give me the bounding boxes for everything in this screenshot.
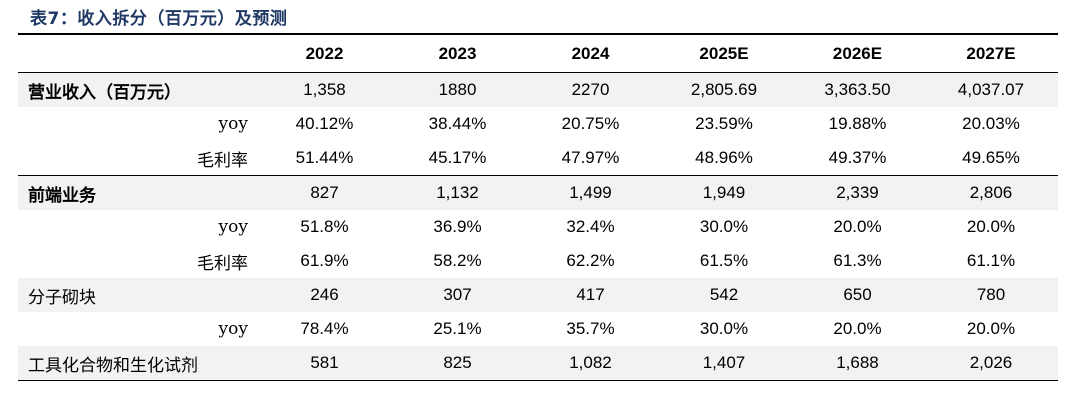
table-cell: 1880: [391, 73, 524, 108]
table-cell: 23.59%: [657, 107, 791, 141]
row-label: yoy: [18, 210, 258, 244]
row-label: 前端业务: [18, 176, 258, 211]
table-cell: 1,358: [258, 73, 391, 108]
table-cell: 1,949: [657, 176, 791, 211]
row-label: 毛利率: [18, 244, 258, 278]
table-cell: 2270: [524, 73, 657, 108]
row-label: 工具化合物和生化试剂: [18, 346, 258, 381]
table-row-total-revenue: 营业收入（百万元） 1,358 1880 2270 2,805.69 3,363…: [18, 73, 1058, 108]
table-cell: 20.03%: [924, 107, 1058, 141]
table-cell: 38.44%: [391, 107, 524, 141]
column-header-2022: 2022: [258, 36, 391, 73]
table-cell: 1,688: [791, 346, 924, 381]
table-cell: 3,363.50: [791, 73, 924, 108]
table-row-frontend-gross-margin: 毛利率 61.9% 58.2% 62.2% 61.5% 61.3% 61.1%: [18, 244, 1058, 278]
column-header-2023: 2023: [391, 36, 524, 73]
table-row-molecular-building-blocks: 分子砌块 246 307 417 542 650 780: [18, 278, 1058, 312]
table-cell: 78.4%: [258, 312, 391, 346]
table-cell: 2,806: [924, 176, 1058, 211]
table-cell: 20.75%: [524, 107, 657, 141]
table-row-tool-compounds-reagents: 工具化合物和生化试剂 581 825 1,082 1,407 1,688 2,0…: [18, 346, 1058, 381]
header-blank: [18, 36, 258, 73]
table-cell: 48.96%: [657, 141, 791, 176]
table-cell: 25.1%: [391, 312, 524, 346]
table-cell: 1,132: [391, 176, 524, 211]
header-row: 2022 2023 2024 2025E 2026E 2027E: [18, 36, 1058, 73]
table-row-total-gross-margin: 毛利率 51.44% 45.17% 47.97% 48.96% 49.37% 4…: [18, 141, 1058, 176]
table-cell: 827: [258, 176, 391, 211]
table-cell: 30.0%: [657, 210, 791, 244]
table-row-frontend-business: 前端业务 827 1,132 1,499 1,949 2,339 2,806: [18, 176, 1058, 211]
row-label: 毛利率: [18, 141, 258, 176]
table-cell: 1,499: [524, 176, 657, 211]
table-cell: 20.0%: [791, 210, 924, 244]
table-cell: 20.0%: [924, 210, 1058, 244]
table-cell: 2,339: [791, 176, 924, 211]
table-cell: 20.0%: [924, 312, 1058, 346]
table-row-total-yoy: yoy 40.12% 38.44% 20.75% 23.59% 19.88% 2…: [18, 107, 1058, 141]
table-cell: 61.1%: [924, 244, 1058, 278]
table-cell: 4,037.07: [924, 73, 1058, 108]
table-top-rule: [18, 33, 1058, 35]
table-cell: 650: [791, 278, 924, 312]
table-cell: 61.3%: [791, 244, 924, 278]
table-cell: 30.0%: [657, 312, 791, 346]
table-cell: 417: [524, 278, 657, 312]
table-cell: 51.44%: [258, 141, 391, 176]
table-row-building-blocks-yoy: yoy 78.4% 25.1% 35.7% 30.0% 20.0% 20.0%: [18, 312, 1058, 346]
table-cell: 32.4%: [524, 210, 657, 244]
table-cell: 581: [258, 346, 391, 381]
table-cell: 49.37%: [791, 141, 924, 176]
column-header-2025e: 2025E: [657, 36, 791, 73]
table-cell: 2,026: [924, 346, 1058, 381]
table-cell: 62.2%: [524, 244, 657, 278]
table-cell: 20.0%: [791, 312, 924, 346]
column-header-2024: 2024: [524, 36, 657, 73]
table-cell: 61.9%: [258, 244, 391, 278]
table-cell: 542: [657, 278, 791, 312]
column-header-2027e: 2027E: [924, 36, 1058, 73]
table-cell: 49.65%: [924, 141, 1058, 176]
table-row-frontend-yoy: yoy 51.8% 36.9% 32.4% 30.0% 20.0% 20.0%: [18, 210, 1058, 244]
table-cell: 40.12%: [258, 107, 391, 141]
table-cell: 61.5%: [657, 244, 791, 278]
table-cell: 58.2%: [391, 244, 524, 278]
row-label: yoy: [18, 107, 258, 141]
table-cell: 1,407: [657, 346, 791, 381]
table-cell: 47.97%: [524, 141, 657, 176]
table-cell: 2,805.69: [657, 73, 791, 108]
table-cell: 825: [391, 346, 524, 381]
table-cell: 246: [258, 278, 391, 312]
table-cell: 35.7%: [524, 312, 657, 346]
table-cell: 36.9%: [391, 210, 524, 244]
column-header-2026e: 2026E: [791, 36, 924, 73]
row-label: 分子砌块: [18, 278, 258, 312]
table-cell: 45.17%: [391, 141, 524, 176]
table-cell: 51.8%: [258, 210, 391, 244]
row-label: yoy: [18, 312, 258, 346]
revenue-breakdown-table: 2022 2023 2024 2025E 2026E 2027E 营业收入（百万…: [18, 36, 1058, 381]
table-cell: 1,082: [524, 346, 657, 381]
row-label: 营业收入（百万元）: [18, 73, 258, 108]
table-caption: 表7：收入拆分（百万元）及预测: [30, 4, 287, 29]
table-cell: 780: [924, 278, 1058, 312]
table-cell: 19.88%: [791, 107, 924, 141]
table-cell: 307: [391, 278, 524, 312]
